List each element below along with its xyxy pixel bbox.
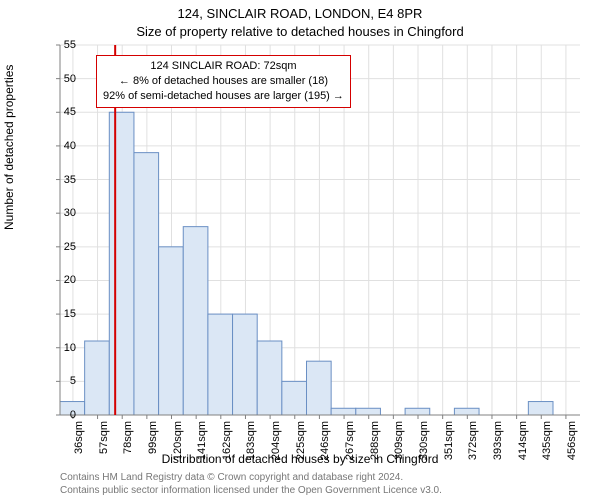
footer-line1: Contains HM Land Registry data © Crown c… bbox=[60, 471, 442, 484]
y-tick-label: 15 bbox=[64, 308, 76, 320]
histogram-bar bbox=[454, 408, 479, 415]
y-tick-label: 5 bbox=[70, 375, 76, 387]
callout-line2: ← 8% of detached houses are smaller (18) bbox=[103, 74, 344, 89]
footer: Contains HM Land Registry data © Crown c… bbox=[60, 471, 442, 497]
histogram-bar bbox=[208, 314, 233, 415]
y-tick-label: 0 bbox=[70, 409, 76, 421]
chart-container: 124, SINCLAIR ROAD, LONDON, E4 8PR Size … bbox=[0, 0, 600, 500]
histogram-bar bbox=[307, 361, 332, 415]
callout-line3: 92% of semi-detached houses are larger (… bbox=[103, 89, 344, 104]
callout-line1: 124 SINCLAIR ROAD: 72sqm bbox=[103, 59, 344, 74]
y-tick-label: 45 bbox=[64, 106, 76, 118]
footer-line2: Contains public sector information licen… bbox=[60, 484, 442, 497]
histogram-bar bbox=[159, 247, 184, 415]
y-tick-label: 35 bbox=[64, 174, 76, 186]
histogram-bar bbox=[233, 314, 258, 415]
histogram-bar bbox=[528, 402, 553, 415]
histogram-bar bbox=[257, 341, 282, 415]
histogram-bar bbox=[282, 381, 307, 415]
histogram-bar bbox=[331, 408, 356, 415]
histogram-bar bbox=[356, 408, 381, 415]
plot-area: 124 SINCLAIR ROAD: 72sqm ← 8% of detache… bbox=[60, 45, 580, 415]
title-sub: Size of property relative to detached ho… bbox=[0, 24, 600, 39]
x-axis-label: Distribution of detached houses by size … bbox=[0, 452, 600, 466]
histogram-bar bbox=[405, 408, 430, 415]
title-main: 124, SINCLAIR ROAD, LONDON, E4 8PR bbox=[0, 6, 600, 21]
y-tick-label: 50 bbox=[64, 73, 76, 85]
y-tick-label: 10 bbox=[64, 342, 76, 354]
y-tick-label: 30 bbox=[64, 207, 76, 219]
histogram-bar bbox=[85, 341, 110, 415]
y-tick-label: 20 bbox=[64, 274, 76, 286]
y-tick-label: 25 bbox=[64, 241, 76, 253]
y-axis-label: Number of detached properties bbox=[2, 65, 16, 230]
callout-box: 124 SINCLAIR ROAD: 72sqm ← 8% of detache… bbox=[96, 55, 351, 108]
y-tick-label: 40 bbox=[64, 140, 76, 152]
y-tick-label: 55 bbox=[64, 39, 76, 51]
histogram-bar bbox=[134, 153, 159, 415]
histogram-bar bbox=[109, 112, 134, 415]
histogram-bar bbox=[183, 227, 208, 415]
